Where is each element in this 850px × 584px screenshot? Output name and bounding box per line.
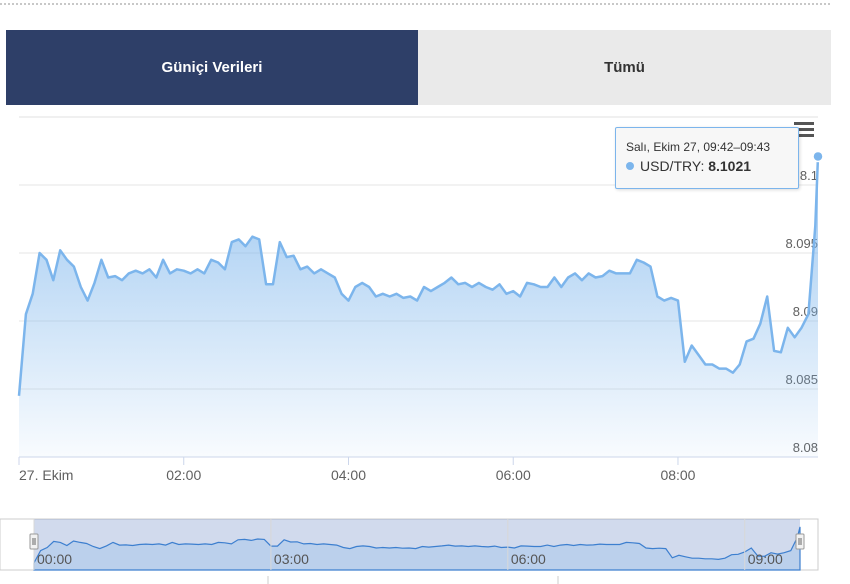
navigator-tick-label: 06:00 bbox=[511, 551, 546, 567]
x-tick-label: 08:00 bbox=[660, 467, 695, 483]
tooltip-row: USD/TRY: 8.1021 bbox=[626, 158, 751, 174]
x-tick-label: 06:00 bbox=[496, 467, 531, 483]
navigator-tick-label: 00:00 bbox=[37, 551, 72, 567]
chart-tooltip: Salı, Ekim 27, 09:42–09:43 USD/TRY: 8.10… bbox=[615, 127, 799, 189]
y-tick-label: 8.095 bbox=[785, 236, 818, 251]
x-tick-label: 04:00 bbox=[331, 467, 366, 483]
series-area bbox=[19, 156, 818, 457]
tab-intraday[interactable]: Güniçi Verileri bbox=[6, 30, 418, 105]
tooltip-time: Salı, Ekim 27, 09:42–09:43 bbox=[626, 140, 771, 154]
tooltip-value: 8.1021 bbox=[708, 158, 752, 174]
x-tick-label: 02:00 bbox=[166, 467, 201, 483]
tab-bar: Güniçi Verileri Tümü bbox=[6, 30, 831, 105]
tooltip-series: USD/TRY bbox=[640, 158, 701, 174]
tab-all[interactable]: Tümü bbox=[418, 30, 831, 105]
series-line bbox=[17, 156, 820, 396]
navigator-left-handle[interactable] bbox=[29, 533, 39, 550]
navigator-tick-label: 03:00 bbox=[274, 551, 309, 567]
series-dot-icon bbox=[626, 162, 634, 170]
x-tick-label: 27. Ekim bbox=[19, 467, 73, 483]
menu-icon[interactable] bbox=[794, 122, 816, 144]
y-tick-label: 8.1 bbox=[800, 168, 818, 183]
top-divider bbox=[0, 3, 830, 5]
hover-point-marker bbox=[812, 150, 824, 163]
navigator-tick-label: 09:00 bbox=[748, 551, 783, 567]
navigator-series bbox=[33, 526, 801, 571]
navigator-right-handle[interactable] bbox=[795, 533, 805, 550]
